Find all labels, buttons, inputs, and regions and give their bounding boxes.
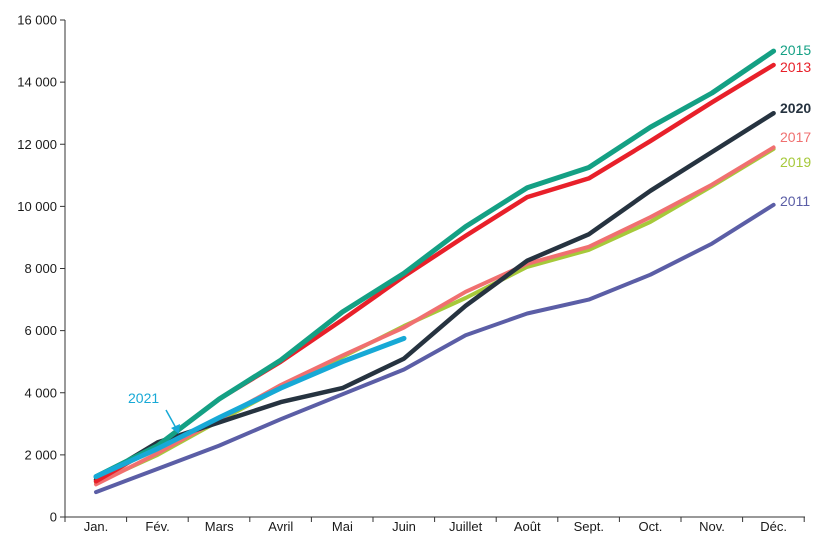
x-tick-label: Juin xyxy=(392,519,416,534)
series-label-2015: 2015 xyxy=(780,42,811,58)
x-tick-label: Août xyxy=(514,519,541,534)
x-tick-label: Sept. xyxy=(574,519,604,534)
series-label-2019: 2019 xyxy=(780,154,811,170)
y-tick-label: 10 000 xyxy=(17,199,57,214)
x-tick-label: Juillet xyxy=(449,519,483,534)
series-line-2011 xyxy=(94,202,776,495)
y-tick-label: 2 000 xyxy=(24,447,57,462)
x-tick-label: Mai xyxy=(332,519,353,534)
series-label-2020: 2020 xyxy=(780,100,811,116)
series-lines xyxy=(93,48,777,495)
x-tick-label: Avril xyxy=(268,519,293,534)
annotation-arrow-head xyxy=(171,424,180,434)
x-tick-label: Nov. xyxy=(699,519,725,534)
x-tick-label: Déc. xyxy=(760,519,787,534)
x-tick-label: Jan. xyxy=(84,519,109,534)
series-line-2013 xyxy=(93,62,776,484)
y-tick-label: 12 000 xyxy=(17,137,57,152)
series-label-2011: 2011 xyxy=(780,193,810,209)
series-line-2021 xyxy=(93,335,407,480)
series-line-2015 xyxy=(93,48,777,480)
x-ticks: Jan. Fév. Mars Avril Mai Juin Juillet Août Sept.… xyxy=(64,517,805,534)
y-tick-label: 14 000 xyxy=(17,75,57,90)
annotation-arrow-shaft xyxy=(165,409,177,429)
x-tick-label: Fév. xyxy=(145,519,169,534)
series-line-2020 xyxy=(93,110,776,482)
annotation-2021: 2021 xyxy=(128,390,180,434)
y-tick-label: 6 000 xyxy=(24,323,57,338)
y-tick-label: 8 000 xyxy=(24,261,57,276)
y-ticks: 0 2 000 4 000 6 000 8 000 10 000 12 000 14 000 1… xyxy=(17,13,65,525)
x-tick-label: Oct. xyxy=(638,519,662,534)
series-label-2021: 2021 xyxy=(128,390,159,406)
y-tick-label: 16 000 xyxy=(17,13,57,28)
series-label-2017: 2017 xyxy=(780,129,811,145)
x-tick-label: Mars xyxy=(205,519,234,534)
series-label-2013: 2013 xyxy=(780,59,811,75)
y-tick-label: 4 000 xyxy=(24,385,57,400)
y-tick-label: 0 xyxy=(50,510,57,525)
